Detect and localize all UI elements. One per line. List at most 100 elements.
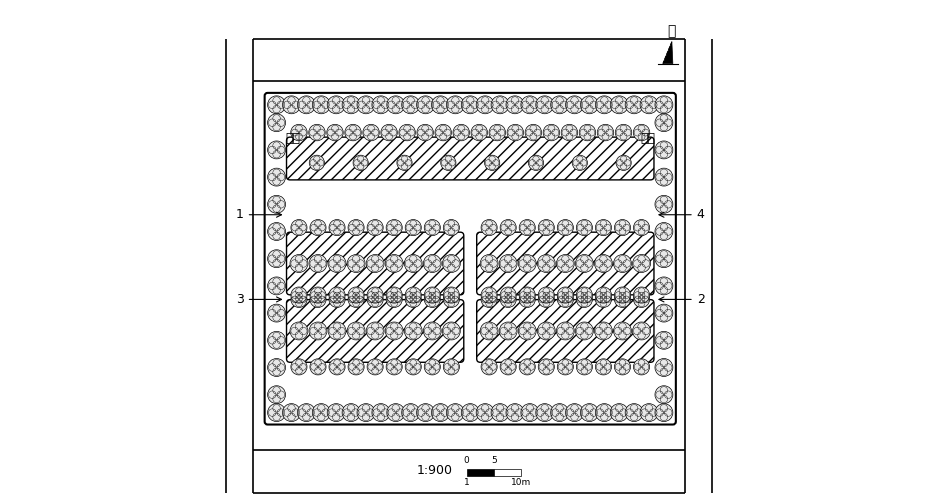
- Circle shape: [435, 124, 451, 141]
- Circle shape: [543, 124, 560, 141]
- Circle shape: [525, 124, 541, 141]
- Circle shape: [397, 155, 412, 170]
- Circle shape: [329, 220, 345, 236]
- Circle shape: [405, 292, 421, 308]
- Circle shape: [267, 386, 285, 404]
- Circle shape: [576, 287, 593, 303]
- Text: 2: 2: [659, 293, 704, 306]
- Circle shape: [386, 322, 403, 340]
- Text: 1:900: 1:900: [416, 464, 452, 477]
- Circle shape: [492, 96, 509, 114]
- Circle shape: [655, 141, 673, 159]
- Circle shape: [444, 287, 460, 303]
- Circle shape: [575, 322, 594, 340]
- Circle shape: [386, 292, 402, 308]
- FancyBboxPatch shape: [477, 300, 654, 362]
- Circle shape: [342, 96, 360, 114]
- Circle shape: [551, 404, 568, 421]
- Circle shape: [444, 220, 460, 236]
- Text: 1: 1: [235, 208, 281, 221]
- Circle shape: [616, 155, 631, 170]
- Circle shape: [566, 404, 583, 421]
- Circle shape: [575, 254, 594, 272]
- Circle shape: [386, 254, 403, 272]
- Circle shape: [614, 292, 630, 308]
- Circle shape: [267, 332, 285, 349]
- Circle shape: [348, 287, 364, 303]
- Circle shape: [347, 322, 365, 340]
- Circle shape: [615, 124, 631, 141]
- Circle shape: [538, 292, 554, 308]
- Circle shape: [267, 222, 285, 240]
- FancyBboxPatch shape: [286, 137, 654, 180]
- Circle shape: [431, 404, 449, 421]
- Circle shape: [461, 404, 479, 421]
- Circle shape: [519, 359, 536, 375]
- Circle shape: [640, 96, 658, 114]
- Circle shape: [655, 358, 673, 376]
- Circle shape: [519, 322, 537, 340]
- Circle shape: [536, 96, 553, 114]
- Circle shape: [326, 124, 343, 141]
- Circle shape: [481, 292, 497, 308]
- Text: 1: 1: [463, 478, 469, 486]
- Circle shape: [500, 292, 516, 308]
- Circle shape: [557, 287, 573, 303]
- Circle shape: [310, 359, 326, 375]
- Text: 0: 0: [463, 456, 469, 466]
- Circle shape: [453, 124, 469, 141]
- Circle shape: [521, 96, 538, 114]
- Circle shape: [444, 359, 460, 375]
- Circle shape: [614, 287, 630, 303]
- Circle shape: [431, 96, 449, 114]
- Circle shape: [405, 287, 421, 303]
- Circle shape: [595, 254, 613, 272]
- Text: 3: 3: [235, 293, 281, 306]
- Circle shape: [282, 404, 300, 421]
- Circle shape: [282, 96, 300, 114]
- Circle shape: [499, 322, 517, 340]
- Circle shape: [480, 254, 498, 272]
- Circle shape: [521, 404, 538, 421]
- Circle shape: [632, 254, 650, 272]
- Circle shape: [538, 220, 554, 236]
- Text: 5: 5: [491, 456, 497, 466]
- Circle shape: [348, 220, 364, 236]
- Circle shape: [633, 220, 650, 236]
- Circle shape: [655, 332, 673, 349]
- Circle shape: [353, 155, 369, 170]
- Circle shape: [633, 359, 650, 375]
- Circle shape: [536, 404, 553, 421]
- Circle shape: [291, 292, 307, 308]
- Circle shape: [596, 292, 612, 308]
- Circle shape: [416, 124, 433, 141]
- Circle shape: [576, 292, 593, 308]
- Circle shape: [499, 254, 517, 272]
- Bar: [466, 470, 494, 476]
- Circle shape: [290, 254, 308, 272]
- Circle shape: [401, 404, 419, 421]
- Circle shape: [596, 359, 612, 375]
- Circle shape: [416, 404, 434, 421]
- Circle shape: [655, 250, 673, 268]
- Circle shape: [327, 404, 345, 421]
- Circle shape: [381, 124, 398, 141]
- Circle shape: [312, 96, 330, 114]
- Circle shape: [489, 124, 506, 141]
- Circle shape: [444, 292, 460, 308]
- Circle shape: [291, 287, 307, 303]
- Circle shape: [386, 96, 404, 114]
- Circle shape: [348, 292, 364, 308]
- Circle shape: [267, 304, 285, 322]
- Circle shape: [405, 220, 421, 236]
- Circle shape: [404, 254, 422, 272]
- Circle shape: [576, 359, 593, 375]
- Circle shape: [446, 96, 464, 114]
- Circle shape: [519, 292, 536, 308]
- Circle shape: [480, 322, 498, 340]
- Circle shape: [291, 124, 307, 141]
- Circle shape: [345, 124, 361, 141]
- Circle shape: [309, 124, 325, 141]
- Circle shape: [598, 124, 613, 141]
- Circle shape: [329, 359, 345, 375]
